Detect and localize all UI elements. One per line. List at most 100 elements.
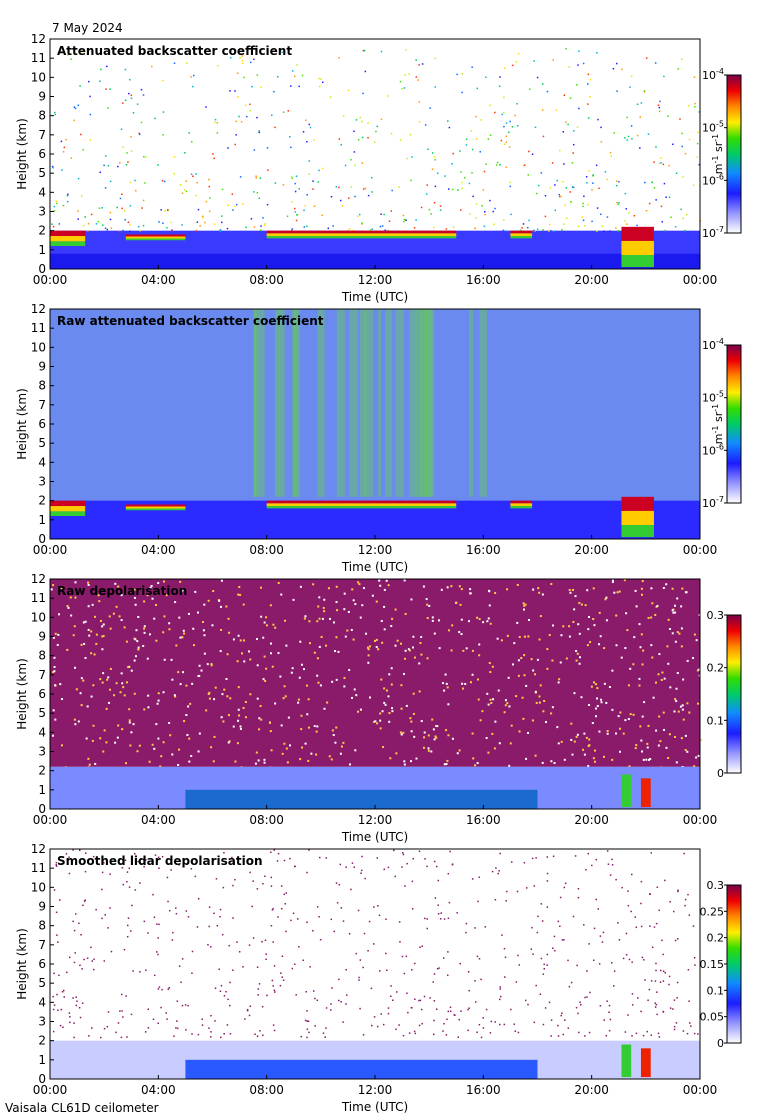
noise-pixel (73, 929, 76, 932)
noise-pixel (132, 970, 134, 972)
noise-pixel (684, 734, 687, 737)
noise-pixel (578, 107, 580, 110)
noise-pixel (265, 667, 268, 670)
noise-pixel (228, 858, 231, 861)
noise-pixel (146, 657, 149, 660)
noise-pixel (592, 174, 594, 176)
y-tick-label: 4 (38, 455, 46, 469)
noise-pixel (361, 855, 363, 858)
noise-pixel (605, 701, 608, 704)
noise-pixel (476, 616, 479, 619)
noise-pixel (367, 661, 370, 664)
noise-pixel (603, 1019, 605, 1021)
noise-pixel (177, 671, 180, 674)
noise-pixel (411, 156, 413, 158)
noise-pixel (134, 638, 137, 641)
noise-pixel (447, 120, 449, 122)
noise-pixel (380, 213, 382, 216)
noise-pixel (181, 1004, 184, 1007)
depol-feature (640, 778, 651, 808)
noise-column (278, 309, 285, 497)
noise-pixel (163, 615, 166, 618)
noise-pixel (653, 161, 655, 163)
noise-pixel (138, 132, 140, 135)
noise-pixel (382, 1023, 385, 1026)
noise-pixel (567, 959, 569, 962)
noise-pixel (537, 184, 540, 187)
x-tick-label: 00:00 (33, 543, 68, 557)
noise-pixel (451, 624, 454, 627)
noise-pixel (427, 734, 430, 737)
noise-pixel (162, 741, 165, 744)
noise-pixel (383, 605, 386, 608)
noise-pixel (87, 605, 90, 608)
noise-pixel (563, 163, 565, 165)
noise-pixel (650, 587, 653, 590)
noise-pixel (308, 160, 311, 162)
noise-pixel (128, 886, 131, 888)
noise-pixel (474, 1001, 477, 1003)
noise-pixel (484, 213, 486, 216)
noise-pixel (618, 727, 621, 730)
noise-pixel (354, 164, 356, 167)
noise-pixel (461, 682, 464, 685)
noise-pixel (515, 981, 518, 983)
noise-pixel (413, 1030, 416, 1033)
noise-pixel (345, 994, 348, 996)
noise-pixel (163, 658, 166, 661)
noise-pixel (418, 999, 420, 1002)
cloud-feature (50, 506, 86, 512)
noise-pixel (531, 153, 534, 156)
noise-pixel (213, 912, 215, 915)
noise-pixel (593, 749, 596, 752)
noise-pixel (427, 747, 430, 750)
noise-pixel (359, 1007, 361, 1010)
noise-pixel (564, 882, 567, 885)
noise-pixel (584, 604, 587, 607)
noise-pixel (396, 991, 398, 993)
cloud-feature (621, 226, 654, 241)
noise-pixel (379, 970, 381, 972)
y-tick-label: 8 (38, 649, 46, 663)
noise-pixel (383, 687, 386, 690)
noise-pixel (78, 922, 80, 925)
noise-pixel (654, 1006, 657, 1008)
noise-pixel (133, 596, 136, 599)
noise-pixel (133, 692, 136, 695)
noise-pixel (318, 916, 320, 918)
noise-pixel (191, 950, 194, 953)
noise-pixel (348, 669, 351, 672)
noise-pixel (284, 695, 287, 698)
noise-pixel (234, 760, 237, 763)
noise-pixel (295, 994, 297, 996)
x-tick-label: 20:00 (574, 813, 609, 827)
noise-pixel (133, 588, 136, 591)
noise-pixel (373, 943, 375, 945)
noise-pixel (573, 740, 576, 743)
noise-pixel (374, 720, 377, 723)
noise-pixel (690, 1025, 692, 1027)
noise-pixel (350, 628, 353, 631)
noise-pixel (451, 737, 454, 740)
noise-pixel (266, 147, 269, 149)
noise-pixel (582, 202, 584, 205)
noise-pixel (171, 753, 174, 756)
noise-pixel (688, 138, 691, 141)
noise-pixel (79, 692, 82, 695)
noise-pixel (662, 970, 665, 972)
noise-pixel (323, 610, 326, 613)
noise-pixel (682, 1030, 685, 1032)
noise-pixel (667, 115, 669, 117)
noise-pixel (675, 1022, 678, 1024)
noise-pixel (155, 723, 158, 726)
noise-pixel (66, 859, 68, 861)
noise-pixel (66, 194, 69, 197)
noise-pixel (355, 694, 358, 697)
noise-pixel (353, 130, 355, 133)
noise-pixel (60, 744, 63, 747)
noise-pixel (649, 893, 652, 895)
noise-pixel (616, 180, 618, 182)
noise-pixel (273, 989, 276, 992)
noise-pixel (160, 755, 163, 758)
noise-pixel (297, 701, 300, 704)
